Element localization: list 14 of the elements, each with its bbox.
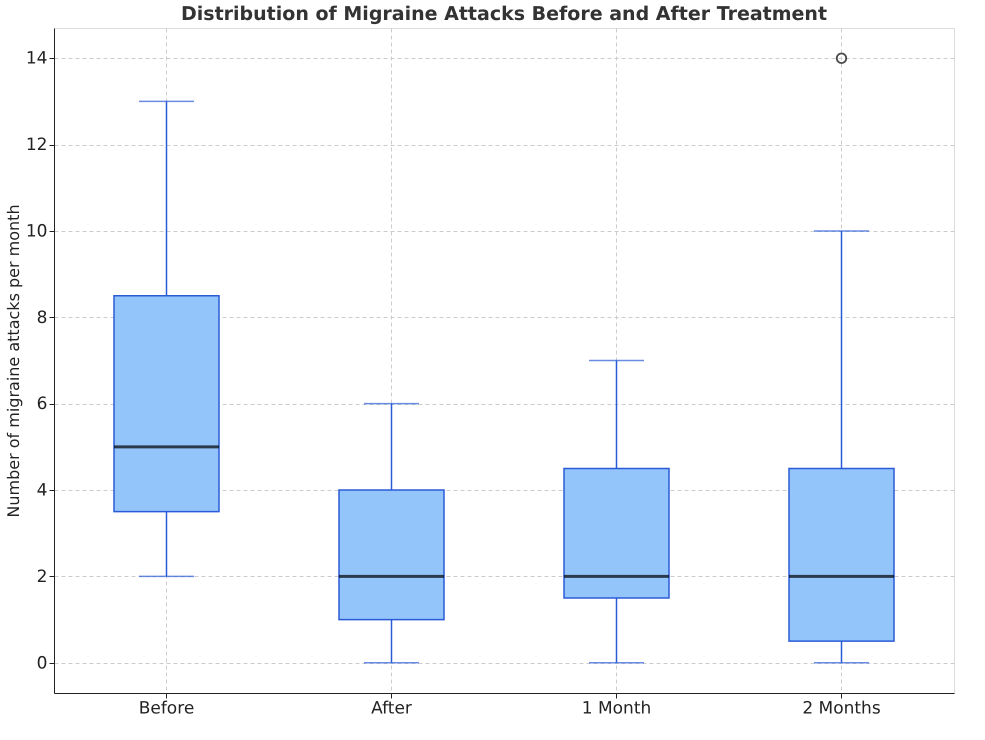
y-tick-label: 0 (36, 653, 48, 674)
y-axis-title: Number of migraine attacks per month (4, 204, 23, 518)
y-tick-label: 14 (26, 48, 48, 69)
y-tick-label: 4 (36, 480, 48, 501)
x-tick-label: After (371, 698, 412, 718)
y-tick-label: 8 (36, 308, 48, 328)
y-tick-label: 10 (26, 221, 48, 242)
y-tick-label: 12 (26, 135, 48, 156)
x-tick-label: Before (138, 698, 194, 718)
y-tick-label: 2 (36, 566, 48, 587)
x-tick-label: 2 Months (802, 698, 881, 718)
chart-title: Distribution of Migraine Attacks Before and After Treatment (180, 3, 828, 25)
x-tick-label: 1 Month (582, 698, 652, 718)
y-tick-label: 6 (36, 394, 48, 414)
